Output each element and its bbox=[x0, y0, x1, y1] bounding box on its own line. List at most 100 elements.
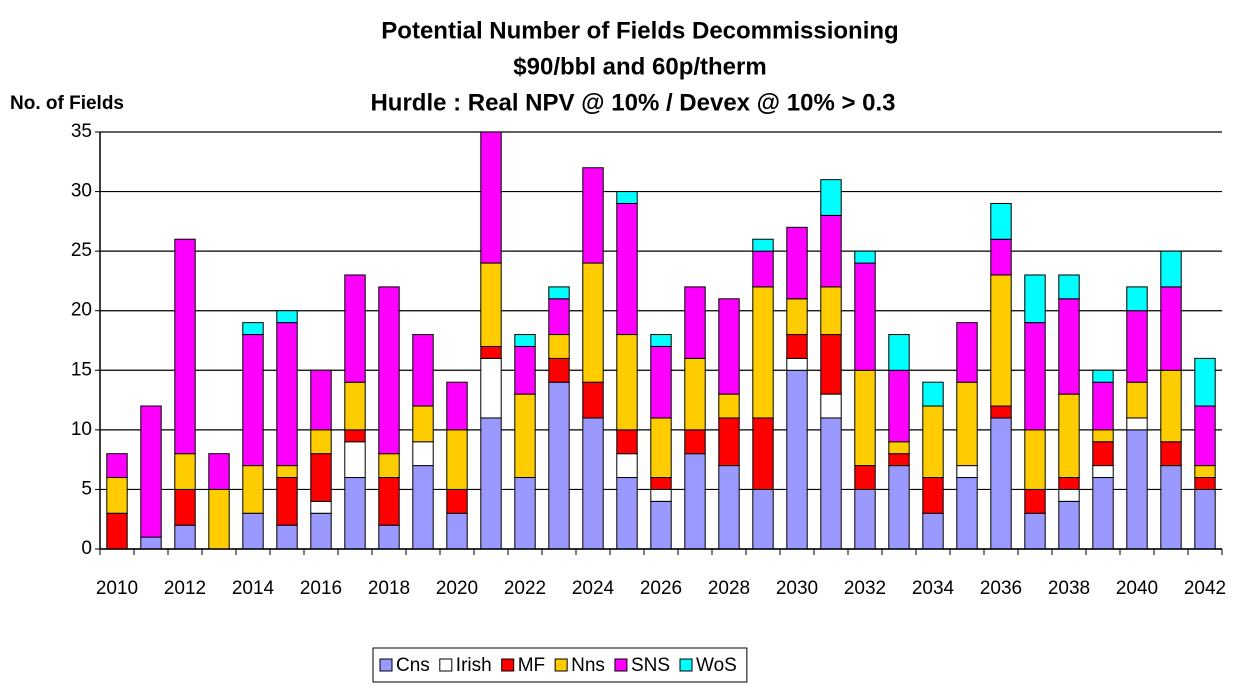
y-tick-label: 35 bbox=[71, 121, 92, 142]
bar-segment bbox=[412, 465, 434, 550]
bar-segment bbox=[786, 369, 808, 550]
bar-segment bbox=[140, 405, 162, 538]
bar-segment bbox=[242, 465, 264, 514]
bar-segment bbox=[276, 322, 298, 467]
bar-segment bbox=[344, 381, 366, 431]
chart-subtitle: $90/bbl and 60p/therm bbox=[513, 53, 766, 80]
x-tick-label: 2034 bbox=[912, 578, 955, 599]
bar-segment bbox=[820, 417, 842, 550]
x-tick-label: 2026 bbox=[640, 578, 682, 599]
bar-segment bbox=[344, 274, 366, 383]
bar-segment bbox=[480, 262, 502, 347]
legend-swatch bbox=[501, 658, 515, 672]
x-tick-label: 2036 bbox=[980, 578, 1022, 599]
bar-segment bbox=[548, 298, 570, 336]
bar-segment bbox=[786, 357, 808, 371]
bar-segment bbox=[854, 369, 876, 467]
bar-segment bbox=[650, 477, 672, 490]
bar-segment bbox=[174, 488, 196, 526]
bar-segment bbox=[956, 381, 978, 467]
x-tick-label: 2010 bbox=[96, 578, 138, 599]
legend-label: Irish bbox=[456, 655, 492, 676]
bar-segment bbox=[514, 393, 536, 479]
bar-segment bbox=[1024, 429, 1046, 490]
chart-title: Potential Number of Fields Decommissioni… bbox=[381, 17, 898, 44]
legend-swatch bbox=[679, 658, 693, 672]
bar-segment bbox=[106, 512, 128, 550]
bar-segment bbox=[650, 500, 672, 550]
bar-segment bbox=[990, 238, 1012, 276]
bar-segment bbox=[820, 334, 842, 395]
bar-segment bbox=[378, 477, 400, 526]
bar-segment bbox=[208, 453, 230, 490]
bar-segment bbox=[956, 465, 978, 479]
bar-segment bbox=[616, 334, 638, 431]
bar-segment bbox=[242, 322, 264, 336]
bar-segment bbox=[956, 322, 978, 383]
bar-segment bbox=[990, 405, 1012, 419]
bar-segment bbox=[718, 465, 740, 550]
bar-segment bbox=[1024, 274, 1046, 324]
bar-segment bbox=[922, 512, 944, 550]
bar-segment bbox=[616, 453, 638, 479]
bar-segment bbox=[548, 286, 570, 300]
bar-segment bbox=[990, 417, 1012, 550]
bar-segment bbox=[1058, 298, 1080, 395]
legend-label: MF bbox=[518, 655, 545, 676]
legend-swatch bbox=[439, 658, 453, 672]
bar-segment bbox=[1092, 381, 1114, 431]
bar-segment bbox=[616, 191, 638, 204]
bar-segment bbox=[1058, 477, 1080, 490]
bar-segment bbox=[582, 262, 604, 383]
bar-segment bbox=[548, 334, 570, 359]
bar-segment bbox=[1058, 274, 1080, 300]
bar-segment bbox=[650, 417, 672, 479]
bar-segment bbox=[446, 429, 468, 490]
y-tick-label: 15 bbox=[71, 359, 92, 380]
x-tick-label: 2032 bbox=[844, 578, 886, 599]
bar-segment bbox=[650, 345, 672, 419]
legend-label: SNS bbox=[631, 655, 670, 676]
bar-segment bbox=[616, 202, 638, 336]
bar-segment bbox=[446, 381, 468, 431]
bar-segment bbox=[820, 393, 842, 419]
bar-segment bbox=[888, 441, 910, 455]
bar-segment bbox=[1126, 286, 1148, 312]
bar-segment bbox=[616, 477, 638, 550]
bar-segment bbox=[378, 286, 400, 455]
bar-segment bbox=[174, 453, 196, 490]
bar-segment bbox=[140, 536, 162, 550]
bar-segment bbox=[1194, 357, 1216, 407]
bar-segment bbox=[548, 357, 570, 383]
x-tick-label: 2020 bbox=[436, 578, 478, 599]
bar-segment bbox=[854, 465, 876, 490]
bar-segment bbox=[922, 405, 944, 479]
bar-segment bbox=[276, 477, 298, 526]
bar-segment bbox=[650, 488, 672, 502]
bar-segment bbox=[820, 286, 842, 336]
bar-segment bbox=[854, 250, 876, 264]
bar-segment bbox=[242, 334, 264, 467]
bar-segment bbox=[514, 477, 536, 550]
bar-segment bbox=[582, 167, 604, 264]
x-tick-label: 2040 bbox=[1116, 578, 1158, 599]
bar-segment bbox=[888, 453, 910, 467]
bar-segment bbox=[344, 441, 366, 479]
y-tick-label: 10 bbox=[71, 419, 92, 440]
bar-segment bbox=[174, 524, 196, 550]
bar-segment bbox=[1058, 393, 1080, 479]
bar-segment bbox=[752, 286, 774, 419]
bar-segment bbox=[990, 202, 1012, 240]
bar-segment bbox=[548, 381, 570, 550]
bar-segment bbox=[718, 298, 740, 395]
bar-segment bbox=[854, 488, 876, 550]
bar-segment bbox=[310, 369, 332, 431]
bar-segment bbox=[310, 453, 332, 502]
bar-segment bbox=[786, 226, 808, 300]
x-tick-label: 2012 bbox=[164, 578, 206, 599]
bar-segment bbox=[1092, 465, 1114, 479]
bar-segment bbox=[174, 238, 196, 455]
bar-segment bbox=[310, 429, 332, 455]
bar-segment bbox=[1194, 465, 1216, 479]
bar-segment bbox=[582, 381, 604, 419]
